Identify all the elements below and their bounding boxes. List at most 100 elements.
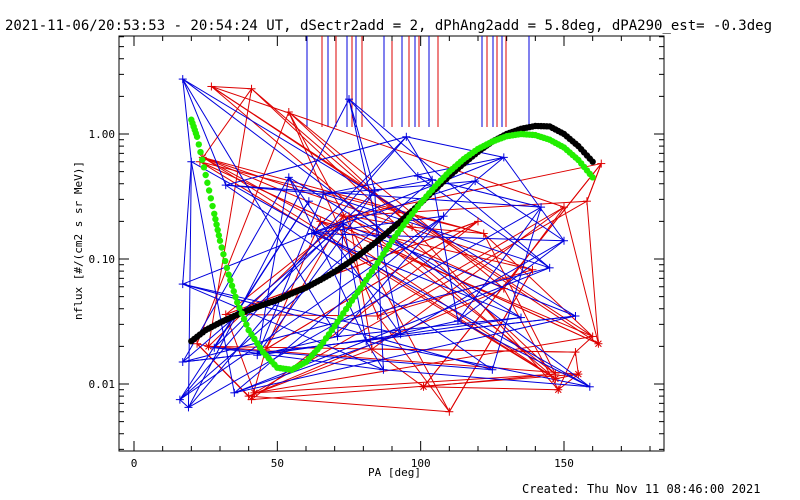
trace-segment bbox=[586, 201, 599, 344]
plus-marker bbox=[499, 284, 508, 293]
trace-segment bbox=[199, 161, 556, 380]
trace-segment bbox=[225, 184, 324, 195]
trace-segment bbox=[342, 224, 367, 342]
trace-segment bbox=[251, 88, 556, 375]
x-tick-label: 0 bbox=[131, 457, 138, 470]
fit-point bbox=[243, 321, 250, 328]
plus-marker bbox=[184, 403, 193, 412]
trace-segment bbox=[182, 283, 401, 335]
trace-segment bbox=[202, 156, 344, 217]
trace-segment bbox=[348, 99, 376, 192]
fit-point bbox=[215, 232, 223, 239]
trace-segment bbox=[371, 348, 424, 388]
asterisk-marker bbox=[339, 212, 348, 221]
asterisk-marker bbox=[594, 339, 603, 348]
asterisk-marker bbox=[419, 382, 428, 391]
trace-segment bbox=[188, 223, 344, 408]
trace-segment bbox=[191, 161, 591, 388]
trace-segment bbox=[457, 240, 565, 322]
trace-segment bbox=[225, 184, 542, 208]
fit-point bbox=[193, 133, 201, 140]
trace-segment bbox=[348, 163, 602, 217]
background-lines bbox=[306, 36, 530, 127]
trace-segment bbox=[406, 136, 504, 158]
trace-segment bbox=[256, 190, 376, 356]
trace-segment bbox=[182, 315, 576, 363]
trace-segment bbox=[182, 78, 227, 186]
trace-segment bbox=[311, 215, 444, 234]
particle-traces bbox=[175, 75, 606, 416]
trace-segment bbox=[182, 78, 576, 317]
trace-segment bbox=[188, 98, 350, 408]
plus-marker bbox=[560, 203, 568, 212]
fit-point bbox=[202, 171, 209, 179]
plus-marker bbox=[479, 229, 488, 238]
trace-segment bbox=[234, 315, 576, 394]
trace-segment bbox=[374, 179, 433, 192]
trace-segment bbox=[199, 161, 599, 345]
fit-point bbox=[205, 187, 213, 194]
plus-marker bbox=[597, 159, 606, 168]
trace-segment bbox=[265, 215, 344, 350]
x-axis-label: PA [deg] bbox=[368, 466, 421, 479]
trace-segment bbox=[383, 369, 590, 388]
trace-segment bbox=[443, 180, 476, 217]
trace-segment bbox=[187, 161, 192, 408]
trace-segment bbox=[211, 85, 252, 90]
trace-segment bbox=[563, 207, 599, 344]
fit-point bbox=[207, 195, 215, 202]
trace-segment bbox=[323, 193, 550, 269]
trace-segment bbox=[265, 221, 321, 350]
plus-marker bbox=[471, 177, 480, 186]
plus-marker bbox=[284, 173, 293, 182]
trace-segment bbox=[256, 177, 290, 356]
asterisk-marker bbox=[574, 370, 583, 379]
trace-segment bbox=[288, 177, 367, 342]
plus-marker bbox=[247, 395, 256, 404]
trace-segment bbox=[337, 215, 444, 337]
trace-segment bbox=[251, 373, 579, 401]
plus-marker bbox=[253, 351, 262, 360]
fit-point bbox=[225, 271, 232, 278]
trace-segment bbox=[365, 340, 384, 371]
trace-segment bbox=[557, 351, 576, 390]
plus-marker bbox=[588, 332, 597, 341]
plus-marker bbox=[316, 217, 325, 226]
plus-marker bbox=[545, 263, 554, 272]
plus-marker bbox=[370, 186, 379, 195]
trace-segment bbox=[348, 98, 419, 177]
plus-marker bbox=[319, 190, 328, 199]
asterisk-marker bbox=[551, 374, 560, 383]
trace-segment bbox=[182, 79, 192, 162]
plus-marker bbox=[560, 236, 568, 245]
trace-segment bbox=[208, 345, 579, 375]
plus-marker bbox=[207, 82, 216, 91]
trace-segment bbox=[196, 111, 290, 344]
fit-point bbox=[589, 158, 596, 165]
trace-segment bbox=[182, 283, 384, 371]
plus-marker bbox=[499, 153, 508, 162]
fit-point bbox=[200, 164, 208, 171]
x-tick-label: 50 bbox=[271, 457, 284, 470]
trace-segment bbox=[254, 373, 556, 394]
plus-marker bbox=[333, 332, 342, 341]
trace-segment bbox=[188, 206, 542, 408]
y-tick-label: 0.10 bbox=[89, 253, 116, 266]
trace-segment bbox=[225, 136, 407, 186]
trace-segment bbox=[575, 336, 594, 353]
trace-segment bbox=[431, 179, 459, 321]
plus-marker bbox=[453, 316, 462, 325]
chart-title: 2021-11-06/20:53:53 - 20:54:24 UT, dSect… bbox=[5, 18, 772, 34]
x-tick-label: 100 bbox=[411, 457, 431, 470]
fit-point bbox=[218, 244, 225, 251]
trace-segment bbox=[248, 395, 450, 413]
trace-segment bbox=[343, 215, 505, 290]
plus-marker bbox=[379, 365, 388, 374]
plus-marker bbox=[439, 212, 448, 221]
trace-segment bbox=[182, 161, 192, 285]
trace-segment bbox=[503, 157, 565, 242]
fit-point bbox=[211, 210, 218, 217]
trace-segment bbox=[234, 333, 401, 394]
y-tick-label: 0.01 bbox=[89, 378, 116, 391]
